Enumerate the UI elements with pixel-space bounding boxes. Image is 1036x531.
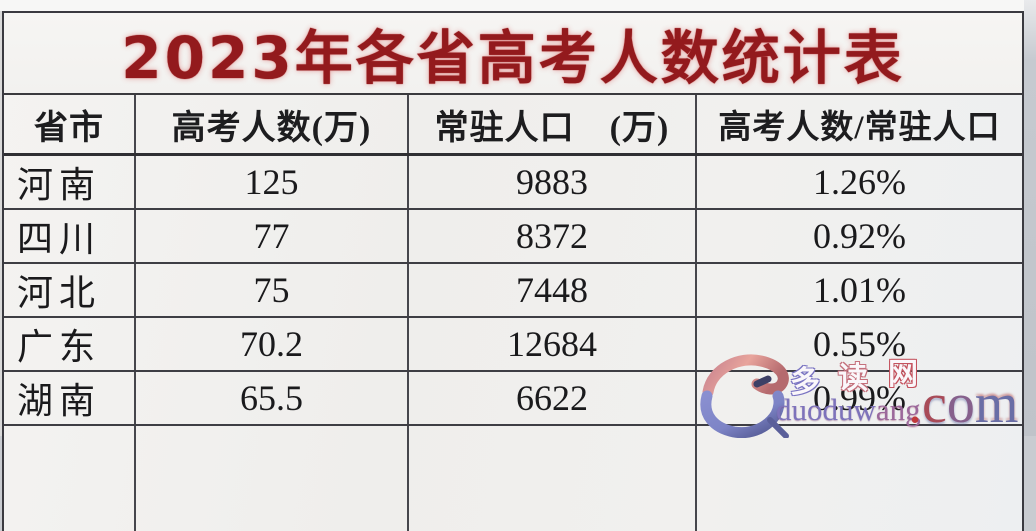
table-cell-population: 6622 — [407, 372, 695, 424]
photo-margin-right — [1024, 0, 1036, 436]
column-header-ratio: 高考人数/常驻人口 — [695, 95, 1022, 153]
table-row: 四川 77 8372 0.92% — [4, 210, 1022, 264]
table-cell-population: 8372 — [407, 210, 695, 262]
column-header-province: 省市 — [34, 109, 104, 147]
photo-margin-top — [0, 0, 1036, 11]
table-row-partial — [4, 426, 1022, 531]
table-cell-candidates: 70.2 — [134, 318, 407, 370]
table-cell-empty — [134, 426, 407, 531]
table-cell-candidates: 65.5 — [134, 372, 407, 424]
table-cell-province: 河南 — [17, 165, 102, 205]
table-cell-population: 12684 — [407, 318, 695, 370]
table-cell-population: 9883 — [407, 156, 695, 208]
photo-margin-left — [0, 11, 2, 436]
table-cell-empty — [695, 426, 1022, 531]
table-row: 河南 125 9883 1.26% — [4, 156, 1022, 210]
table-row: 河北 75 7448 1.01% — [4, 264, 1022, 318]
table-cell-candidates: 77 — [134, 210, 407, 262]
table-cell-province: 河北 — [17, 273, 102, 313]
statistics-table: 2023年各省高考人数统计表 省市 高考人数(万) 常驻人口 (万) 高考人数/… — [2, 11, 1024, 531]
table-cell-candidates: 125 — [134, 156, 407, 208]
column-header-population: 常驻人口 (万) — [407, 95, 695, 153]
table-row: 广东 70.2 12684 0.55% — [4, 318, 1022, 372]
table-body: 河南 125 9883 1.26% 四川 77 8372 0.92% 河北 75 7448 1.01%… — [4, 156, 1022, 426]
table-cell-ratio: 0.92% — [695, 210, 1022, 262]
table-cell-ratio: 1.26% — [695, 156, 1022, 208]
table-title: 2023年各省高考人数统计表 — [121, 24, 905, 92]
table-row: 湖南 65.5 6622 0.99% — [4, 372, 1022, 426]
table-title-band: 2023年各省高考人数统计表 — [4, 13, 1022, 95]
table-cell-ratio: 1.01% — [695, 264, 1022, 316]
table-cell-ratio: 0.99% — [695, 372, 1022, 424]
table-cell-candidates: 75 — [134, 264, 407, 316]
table-header-row: 省市 高考人数(万) 常驻人口 (万) 高考人数/常驻人口 — [4, 95, 1022, 156]
table-cell-population: 7448 — [407, 264, 695, 316]
table-cell-empty — [4, 426, 134, 531]
column-header-candidates: 高考人数(万) — [134, 95, 407, 153]
table-cell-province: 广东 — [17, 327, 102, 367]
table-cell-province: 四川 — [17, 219, 102, 259]
table-cell-empty — [407, 426, 695, 531]
table-cell-ratio: 0.55% — [695, 318, 1022, 370]
table-cell-province: 湖南 — [17, 381, 102, 421]
